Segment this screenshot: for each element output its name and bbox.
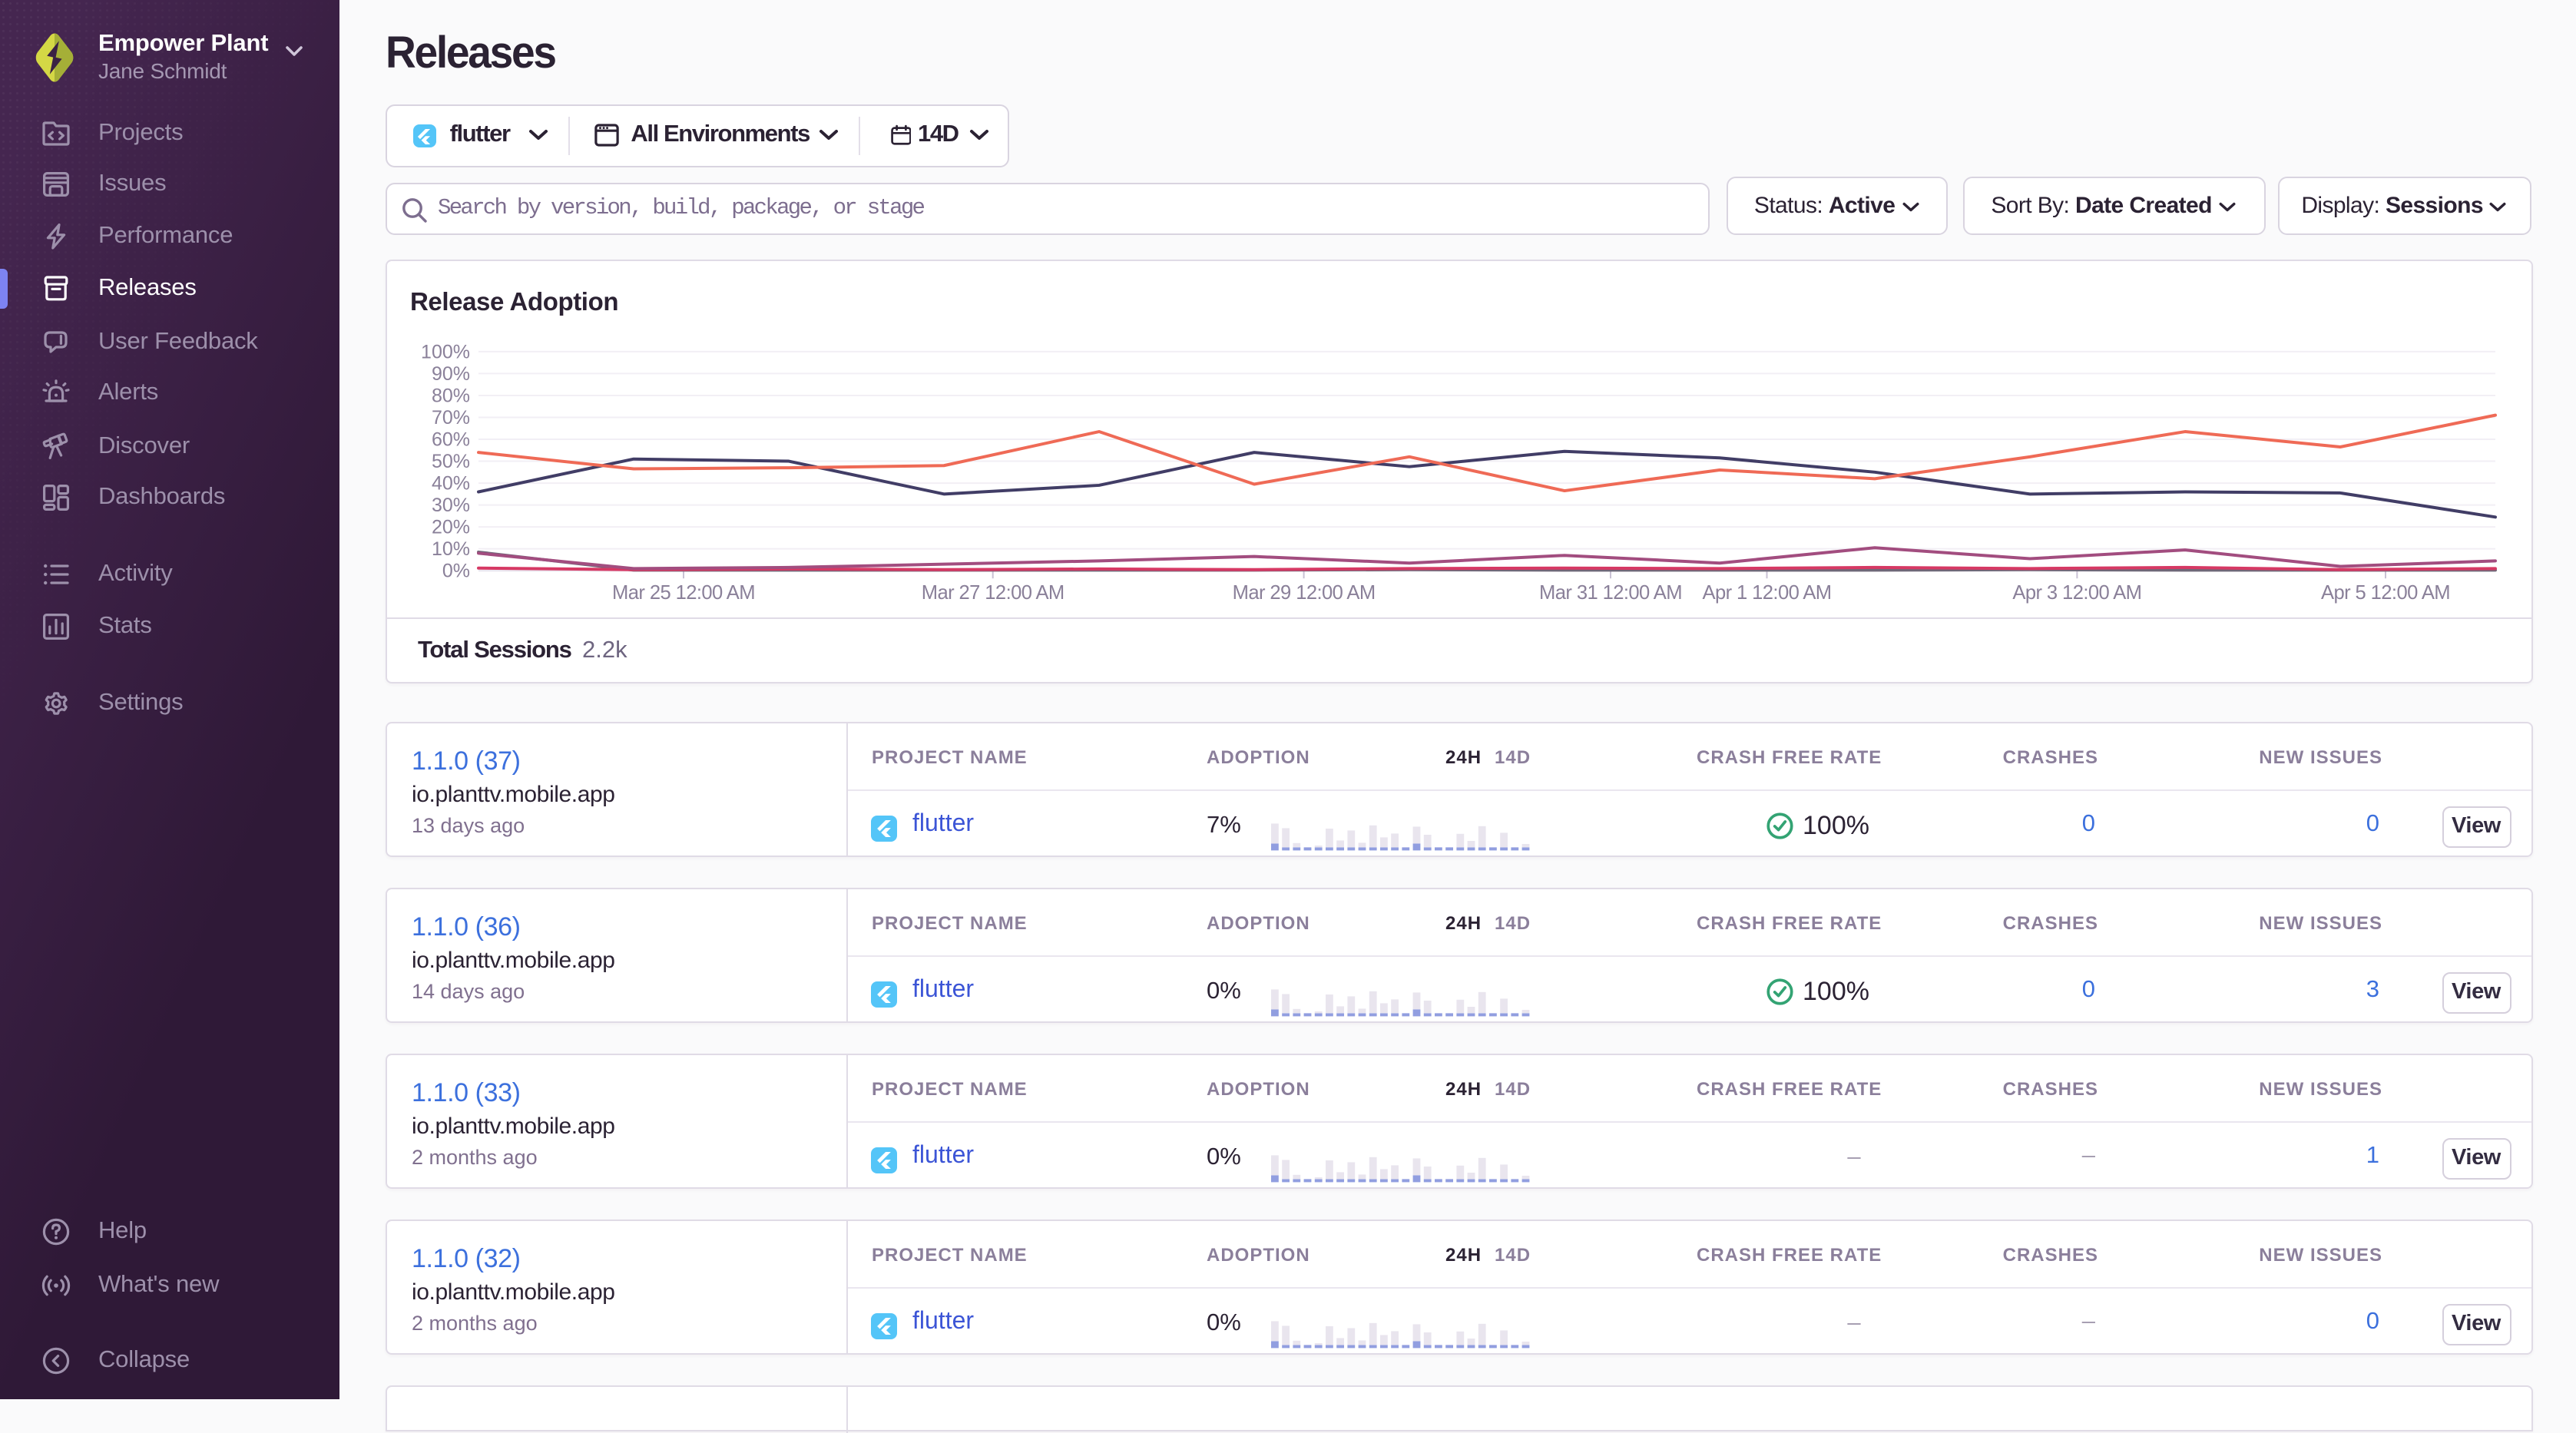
- svg-text:30%: 30%: [432, 494, 470, 515]
- svg-text:50%: 50%: [432, 450, 470, 472]
- svg-text:20%: 20%: [432, 516, 470, 538]
- svg-text:90%: 90%: [432, 362, 470, 384]
- svg-text:Apr 5 12:00 AM: Apr 5 12:00 AM: [2321, 581, 2450, 603]
- svg-text:Apr 1 12:00 AM: Apr 1 12:00 AM: [1702, 581, 1831, 603]
- svg-text:Mar 31 12:00 AM: Mar 31 12:00 AM: [1539, 581, 1682, 603]
- svg-text:40%: 40%: [432, 472, 470, 493]
- svg-text:Apr 3 12:00 AM: Apr 3 12:00 AM: [2012, 581, 2141, 603]
- svg-text:80%: 80%: [432, 384, 470, 405]
- svg-text:60%: 60%: [432, 428, 470, 449]
- svg-text:70%: 70%: [432, 406, 470, 428]
- svg-text:100%: 100%: [421, 340, 470, 362]
- svg-text:Mar 27 12:00 AM: Mar 27 12:00 AM: [922, 581, 1065, 603]
- svg-text:0%: 0%: [442, 560, 470, 581]
- svg-text:10%: 10%: [432, 538, 470, 559]
- svg-text:Mar 29 12:00 AM: Mar 29 12:00 AM: [1233, 581, 1376, 603]
- svg-text:Mar 25 12:00 AM: Mar 25 12:00 AM: [612, 581, 755, 603]
